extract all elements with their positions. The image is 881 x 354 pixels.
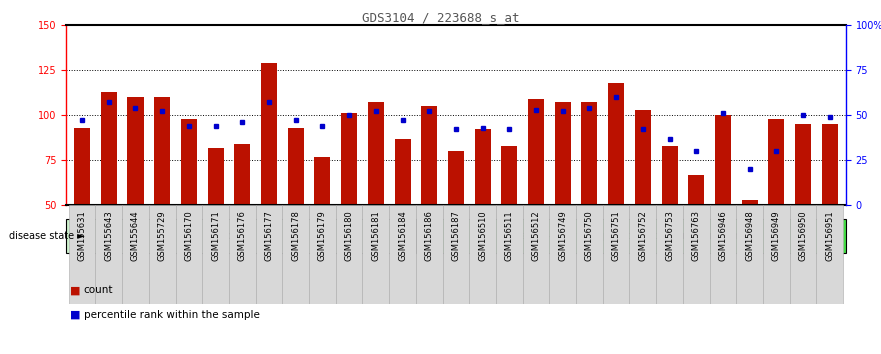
Text: ■: ■ [70, 285, 81, 295]
Bar [688, 175, 704, 205]
Text: GSM156510: GSM156510 [478, 210, 487, 261]
Text: GSM155644: GSM155644 [131, 210, 140, 261]
Text: GSM156752: GSM156752 [639, 210, 648, 261]
Bar [501, 146, 517, 205]
Text: GSM156753: GSM156753 [665, 210, 674, 261]
Bar [822, 124, 838, 205]
Text: percentile rank within the sample: percentile rank within the sample [84, 310, 260, 320]
Text: insulin-resistant polycystic ovary syndrome: insulin-resistant polycystic ovary syndr… [509, 231, 751, 241]
Text: GSM156170: GSM156170 [184, 210, 194, 261]
Bar [475, 130, 491, 205]
Text: GSM156763: GSM156763 [692, 210, 700, 261]
Text: control: control [221, 231, 260, 241]
Text: GSM156946: GSM156946 [718, 210, 728, 261]
Bar [630, 205, 656, 304]
Bar [395, 138, 411, 205]
Bar [362, 205, 389, 304]
Bar [763, 205, 789, 304]
Text: GDS3104 / 223688_s_at: GDS3104 / 223688_s_at [362, 11, 519, 24]
Bar [416, 219, 846, 253]
Bar [709, 205, 737, 304]
Text: GSM156512: GSM156512 [531, 210, 541, 261]
Bar [100, 92, 117, 205]
Text: GSM156949: GSM156949 [772, 210, 781, 261]
Bar [608, 82, 624, 205]
Text: GSM156511: GSM156511 [505, 210, 514, 261]
Bar [416, 205, 442, 304]
Text: GSM156176: GSM156176 [238, 210, 247, 261]
Bar [555, 102, 571, 205]
Bar [656, 205, 683, 304]
Bar [795, 124, 811, 205]
Text: GSM155631: GSM155631 [78, 210, 86, 261]
Bar [66, 219, 416, 253]
Bar [635, 110, 651, 205]
Bar [154, 97, 170, 205]
Text: GSM156186: GSM156186 [425, 210, 433, 261]
Bar [234, 144, 250, 205]
Bar [261, 63, 277, 205]
Bar [175, 205, 203, 304]
Bar [550, 205, 576, 304]
Text: GSM156184: GSM156184 [398, 210, 407, 261]
Bar [683, 205, 709, 304]
Bar [255, 205, 282, 304]
Text: GSM156177: GSM156177 [264, 210, 273, 261]
Bar [341, 113, 357, 205]
Bar [662, 146, 677, 205]
Text: GSM155729: GSM155729 [158, 210, 167, 261]
Bar [95, 205, 122, 304]
Text: disease state ►: disease state ► [9, 231, 85, 241]
Bar [149, 205, 175, 304]
Text: GSM156751: GSM156751 [611, 210, 620, 261]
Text: GSM156171: GSM156171 [211, 210, 220, 261]
Text: GSM156749: GSM156749 [559, 210, 567, 261]
Bar [128, 97, 144, 205]
Bar [74, 128, 90, 205]
Bar [181, 119, 197, 205]
Bar [208, 148, 224, 205]
Bar [282, 205, 309, 304]
Text: GSM156181: GSM156181 [371, 210, 381, 261]
Text: GSM155643: GSM155643 [104, 210, 114, 261]
Bar [522, 205, 550, 304]
Text: GSM156750: GSM156750 [585, 210, 594, 261]
Bar [229, 205, 255, 304]
Text: GSM156948: GSM156948 [745, 210, 754, 261]
Text: ■: ■ [70, 310, 81, 320]
Text: GSM156178: GSM156178 [292, 210, 300, 261]
Bar [309, 205, 336, 304]
Bar [122, 205, 149, 304]
Bar [336, 205, 362, 304]
Text: GSM156187: GSM156187 [451, 210, 461, 261]
Bar [817, 205, 843, 304]
Bar [789, 205, 817, 304]
Bar [768, 119, 784, 205]
Bar [742, 200, 758, 205]
Bar [737, 205, 763, 304]
Bar [603, 205, 630, 304]
Bar [203, 205, 229, 304]
Text: GSM156180: GSM156180 [344, 210, 353, 261]
Bar [714, 115, 731, 205]
Bar [367, 102, 384, 205]
Bar [470, 205, 496, 304]
Bar [421, 106, 437, 205]
Bar [389, 205, 416, 304]
Bar [576, 205, 603, 304]
Bar [448, 151, 464, 205]
Text: GSM156179: GSM156179 [318, 210, 327, 261]
Bar [528, 99, 544, 205]
Bar [442, 205, 470, 304]
Bar [288, 128, 304, 205]
Bar [581, 102, 597, 205]
Bar [315, 156, 330, 205]
Text: count: count [84, 285, 113, 295]
Bar [496, 205, 522, 304]
Text: GSM156951: GSM156951 [825, 210, 834, 261]
Bar [69, 205, 95, 304]
Text: GSM156950: GSM156950 [798, 210, 808, 261]
